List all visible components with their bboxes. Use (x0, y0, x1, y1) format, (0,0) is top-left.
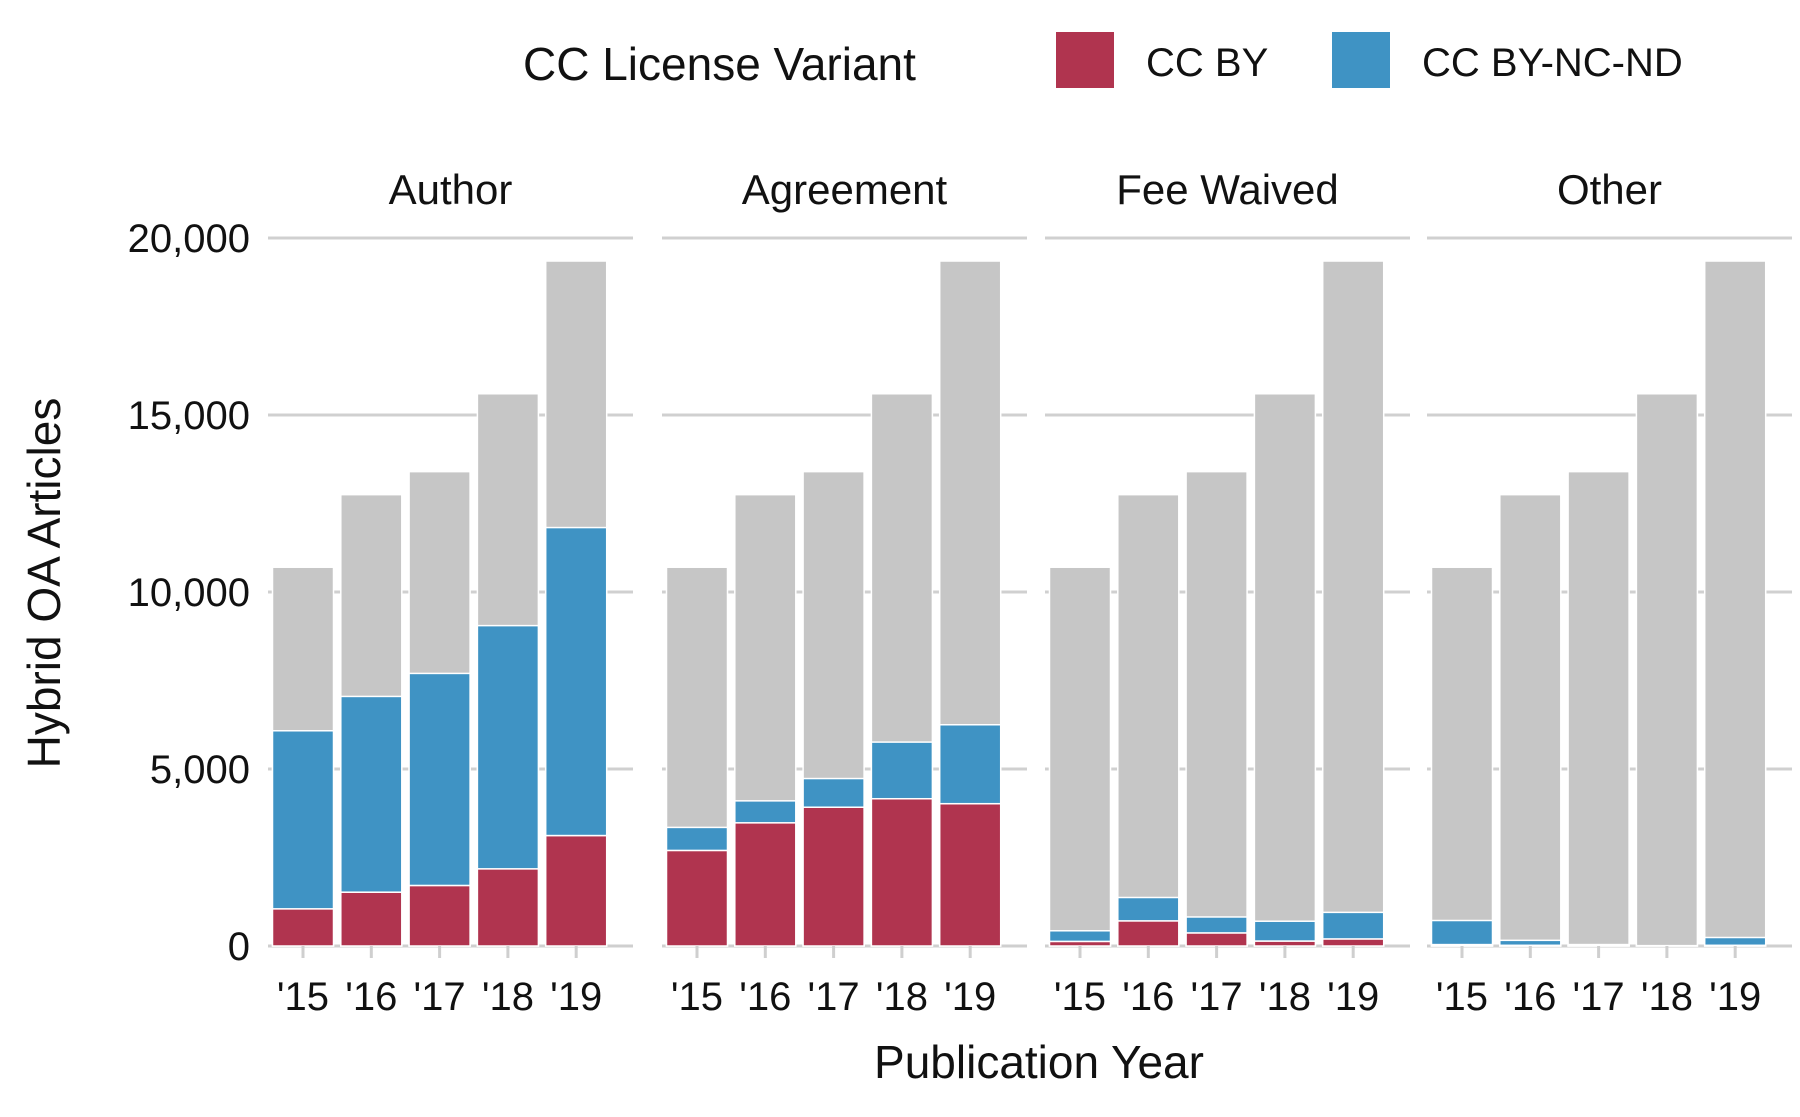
y-tick-label-0: 0 (228, 925, 250, 969)
bar-cc-by-nc-nd-4 (1323, 912, 1384, 939)
bar-cc-by-nc-nd-3 (871, 742, 932, 799)
bar-cc-by-2 (409, 885, 470, 946)
bar-cc-by-0 (667, 850, 728, 946)
bar-cc-by-4 (1323, 939, 1384, 946)
bar-total-3 (1254, 394, 1315, 946)
bar-cc-by-nc-nd-1 (341, 696, 402, 892)
panel-author: Author '15 '16 '17 '18 '19 (268, 166, 633, 1019)
x-tick-label: '18 (1641, 975, 1693, 1019)
x-tick-label: '19 (1709, 975, 1761, 1019)
bar-total-2 (1186, 472, 1247, 946)
panel-title: Other (1557, 166, 1662, 213)
legend-label-1: CC BY (1146, 41, 1268, 85)
y-axis: 0 5,000 10,000 15,000 20,000 (128, 217, 250, 969)
x-tick-label: '18 (1259, 975, 1311, 1019)
bar-cc-by-nc-nd-0 (667, 827, 728, 850)
bar-cc-by-1 (735, 823, 796, 946)
bar-cc-by-nc-nd-2 (803, 779, 864, 808)
x-tick-label: '17 (1573, 975, 1625, 1019)
x-tick-label: '15 (1436, 975, 1488, 1019)
legend-swatch-1 (1056, 32, 1114, 88)
bar-cc-by-2 (1186, 933, 1247, 946)
x-tick-label: '19 (944, 975, 996, 1019)
panel-title: Agreement (742, 166, 948, 213)
legend-title: CC License Variant (523, 38, 916, 90)
bar-total-1 (1500, 495, 1561, 946)
panel-fee-waived: Fee Waived '15 '16 '17 '18 '19 (1045, 166, 1410, 1019)
bar-total-0 (1432, 567, 1493, 946)
bar-cc-by-nc-nd-2 (1186, 917, 1247, 933)
bar-cc-by-nc-nd-4 (940, 725, 1001, 804)
x-tick-label: '18 (482, 975, 534, 1019)
x-tick-label: '16 (739, 975, 791, 1019)
bar-cc-by-nc-nd-0 (273, 731, 334, 909)
bar-cc-by-nc-nd-3 (477, 626, 538, 869)
x-tick-label: '16 (345, 975, 397, 1019)
bar-cc-by-0 (273, 909, 334, 946)
x-axis-title: Publication Year (874, 1036, 1204, 1088)
x-tick-label: '15 (1054, 975, 1106, 1019)
bar-cc-by-nc-nd-2 (409, 673, 470, 885)
bar-total-1 (1118, 495, 1179, 946)
bar-total-0 (1050, 567, 1111, 946)
x-tick-label: '17 (808, 975, 860, 1019)
panel-other: Other '15 '16 '17 '18 '19 (1427, 166, 1792, 1019)
bar-cc-by-1 (1118, 921, 1179, 946)
panel-title: Author (389, 166, 513, 213)
bar-cc-by-nc-nd-4 (1705, 938, 1766, 946)
x-tick-label: '16 (1504, 975, 1556, 1019)
x-tick-label: '18 (876, 975, 928, 1019)
bar-total-4 (1705, 261, 1766, 946)
bar-cc-by-3 (871, 799, 932, 946)
legend: CC License Variant CC BY CC BY-NC-ND (523, 32, 1683, 90)
x-tick-label: '16 (1122, 975, 1174, 1019)
legend-label-2: CC BY-NC-ND (1422, 41, 1683, 85)
panels: Author '15 '16 '17 '18 '19 Agreement '15 '16 '17 '… (268, 166, 1792, 1019)
x-tick-label: '17 (414, 975, 466, 1019)
y-tick-label-3: 15,000 (128, 394, 250, 438)
bar-cc-by-nc-nd-0 (1432, 921, 1493, 945)
y-axis-title: Hybrid OA Articles (18, 398, 70, 769)
x-tick-label: '15 (671, 975, 723, 1019)
bar-cc-by-3 (477, 869, 538, 946)
bar-cc-by-nc-nd-3 (1254, 921, 1315, 941)
bar-cc-by-1 (341, 892, 402, 946)
bar-total-4 (1323, 261, 1384, 946)
x-tick-label: '19 (1327, 975, 1379, 1019)
y-tick-label-1: 5,000 (150, 748, 250, 792)
bar-total-3 (1636, 394, 1697, 946)
bar-cc-by-nc-nd-4 (546, 528, 607, 836)
bar-cc-by-2 (803, 807, 864, 946)
bar-cc-by-4 (940, 804, 1001, 946)
bar-cc-by-nc-nd-0 (1050, 931, 1111, 942)
bar-cc-by-nc-nd-1 (1500, 940, 1561, 945)
y-tick-label-2: 10,000 (128, 571, 250, 615)
bar-cc-by-nc-nd-1 (735, 801, 796, 823)
panel-title: Fee Waived (1116, 166, 1339, 213)
bar-cc-by-4 (546, 836, 607, 946)
x-tick-label: '19 (550, 975, 602, 1019)
panel-agreement: Agreement '15 '16 '17 '18 '19 (662, 166, 1027, 1019)
legend-swatch-2 (1332, 32, 1390, 88)
x-tick-label: '17 (1191, 975, 1243, 1019)
bar-cc-by-nc-nd-2 (1568, 945, 1629, 946)
bar-cc-by-nc-nd-1 (1118, 898, 1179, 921)
x-tick-label: '15 (277, 975, 329, 1019)
bar-total-2 (1568, 472, 1629, 946)
y-tick-label-4: 20,000 (128, 217, 250, 261)
